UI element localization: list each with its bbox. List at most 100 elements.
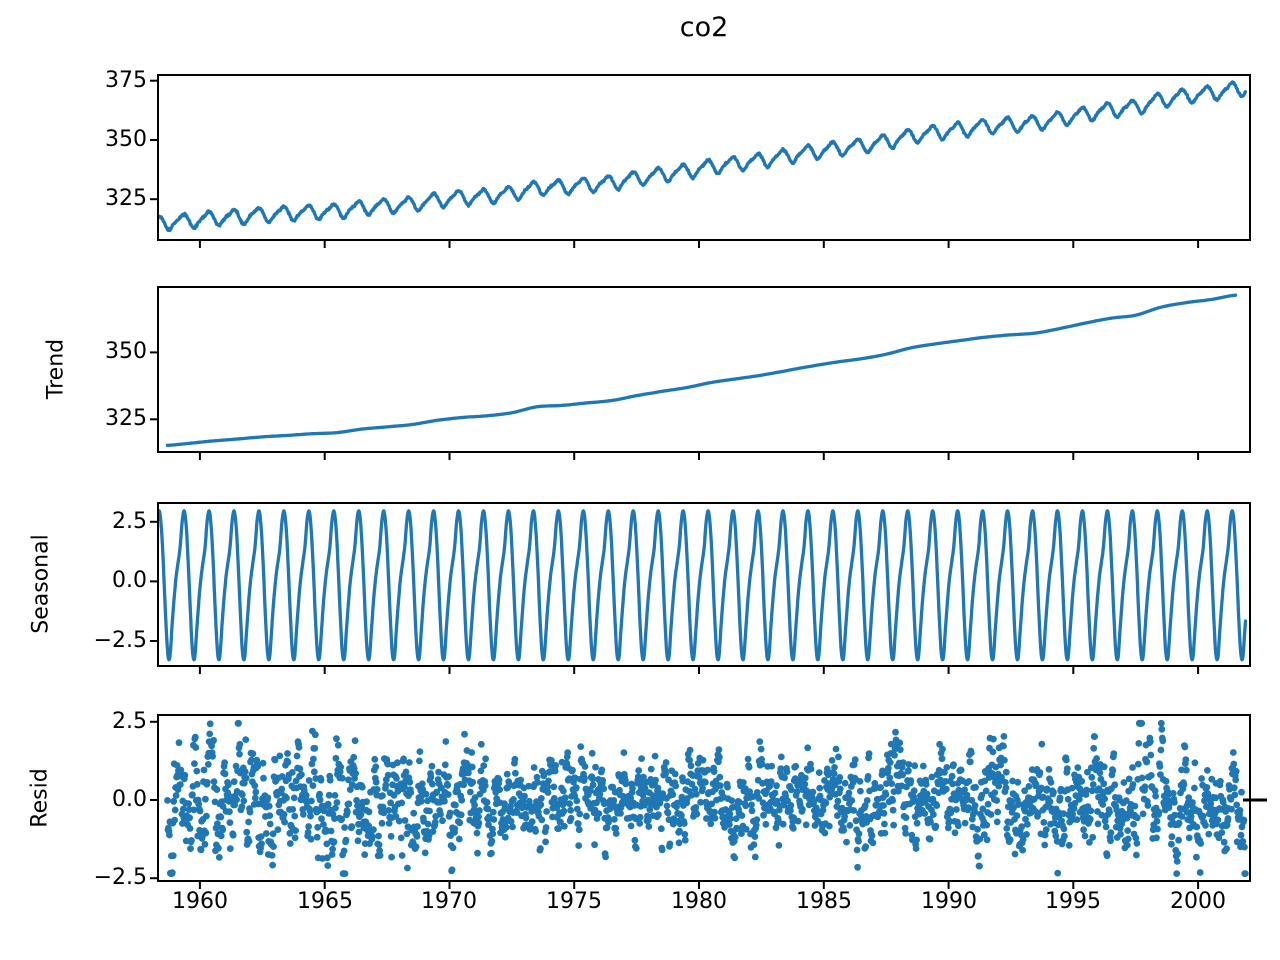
resid-point <box>678 812 685 820</box>
resid-point <box>581 763 589 770</box>
resid-point <box>193 780 201 788</box>
resid-point <box>406 778 414 786</box>
resid-point <box>268 852 276 859</box>
resid-point <box>942 785 950 793</box>
resid-point <box>400 755 407 763</box>
resid-point <box>736 798 743 806</box>
resid-point <box>840 826 847 834</box>
resid-point <box>544 783 551 790</box>
resid-point <box>193 767 201 775</box>
resid-point <box>437 810 444 818</box>
resid-point <box>291 834 299 842</box>
resid-point <box>397 834 405 842</box>
resid-point <box>1074 764 1082 771</box>
resid-point <box>1054 869 1062 877</box>
resid-point <box>469 778 477 786</box>
resid-point <box>731 833 739 841</box>
resid-point <box>543 808 550 815</box>
resid-point <box>221 770 229 778</box>
resid-point <box>599 777 607 784</box>
resid-point <box>787 802 795 809</box>
resid-point <box>480 762 488 769</box>
resid-point <box>1000 733 1008 740</box>
resid-point <box>726 821 733 828</box>
resid-point <box>634 773 642 781</box>
resid-point <box>1021 787 1028 795</box>
resid-point <box>445 773 453 780</box>
resid-point <box>995 782 1003 790</box>
resid-point <box>173 762 181 769</box>
resid-point <box>943 764 951 771</box>
resid-point <box>1089 781 1097 788</box>
resid-point <box>987 811 995 818</box>
resid-point <box>933 802 941 809</box>
resid-point <box>310 768 318 776</box>
resid-point <box>704 766 712 774</box>
resid-point <box>676 827 683 835</box>
resid-point <box>353 797 360 804</box>
resid-point <box>610 797 618 804</box>
resid-point <box>305 823 312 830</box>
resid-point <box>398 799 406 807</box>
resid-point <box>583 812 590 820</box>
resid-point <box>550 783 558 791</box>
resid-point <box>1139 810 1147 818</box>
resid-point <box>1024 820 1031 828</box>
resid-point <box>189 791 196 799</box>
resid-point <box>375 832 382 840</box>
resid-point <box>257 833 265 840</box>
resid-point <box>843 838 850 846</box>
resid-point <box>560 787 567 795</box>
resid-point <box>373 786 381 793</box>
resid-point <box>251 782 259 790</box>
y-tick-label-trend-325: 325 <box>105 406 147 431</box>
resid-point <box>1111 781 1119 789</box>
resid-point <box>1056 794 1064 802</box>
resid-point <box>877 784 884 791</box>
resid-point <box>1010 804 1017 812</box>
x-tick-label-1975: 1975 <box>546 889 602 914</box>
resid-point <box>1103 852 1111 860</box>
resid-point <box>164 797 171 804</box>
resid-point <box>1212 794 1219 802</box>
resid-point <box>236 750 243 758</box>
resid-point <box>1182 766 1190 774</box>
resid-point <box>767 778 775 785</box>
resid-point <box>664 809 672 817</box>
resid-point <box>1061 832 1068 840</box>
resid-point <box>880 809 888 817</box>
resid-point <box>574 820 582 828</box>
resid-point <box>632 845 640 852</box>
resid-point <box>1081 832 1089 840</box>
resid-point <box>809 788 817 796</box>
resid-point <box>404 864 411 872</box>
resid-point <box>662 759 670 766</box>
resid-point <box>1043 785 1051 793</box>
resid-point <box>666 840 674 848</box>
resid-point <box>418 780 426 788</box>
resid-point <box>899 771 907 779</box>
resid-point <box>622 780 630 788</box>
resid-point <box>1131 802 1139 810</box>
resid-point <box>1135 740 1143 747</box>
resid-point <box>997 761 1004 769</box>
resid-point <box>490 816 498 823</box>
resid-point <box>832 745 840 753</box>
resid-point <box>262 830 270 837</box>
resid-point <box>281 818 288 826</box>
resid-point <box>1238 788 1245 796</box>
resid-point <box>226 808 233 816</box>
resid-point <box>266 812 274 819</box>
resid-point <box>1218 829 1226 836</box>
resid-point <box>242 774 250 782</box>
resid-point <box>507 818 515 825</box>
resid-point <box>627 822 635 830</box>
resid-point <box>822 799 830 807</box>
resid-point <box>168 869 176 877</box>
resid-point <box>1099 801 1107 808</box>
resid-point <box>278 785 286 793</box>
resid-point <box>286 840 294 847</box>
resid-point <box>354 837 362 845</box>
resid-point <box>923 790 931 798</box>
resid-point <box>836 785 844 793</box>
